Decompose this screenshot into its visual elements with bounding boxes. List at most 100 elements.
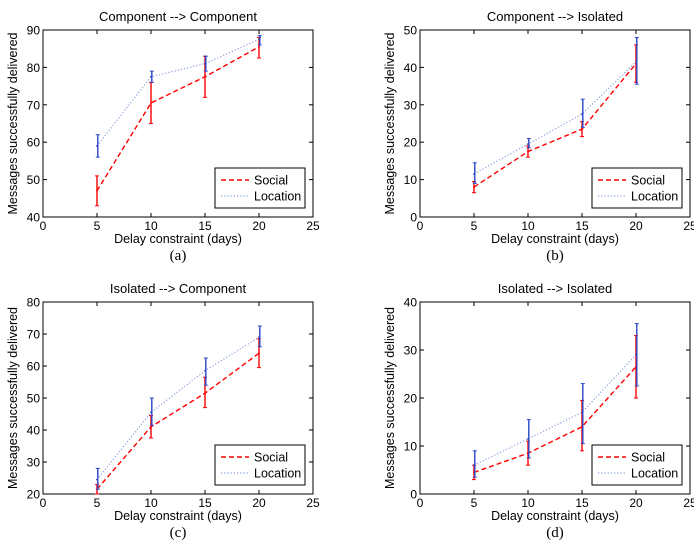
y-axis-label: Messages successfully delivered xyxy=(383,307,397,489)
x-tick-label: 15 xyxy=(575,219,589,233)
y-tick-label: 70 xyxy=(27,98,41,112)
data-point xyxy=(150,102,152,104)
error-bar xyxy=(257,35,262,46)
y-tick-label: 20 xyxy=(404,392,418,406)
data-point xyxy=(150,411,152,414)
legend-label-location: Location xyxy=(631,190,678,204)
data-point xyxy=(527,143,529,145)
data-point xyxy=(96,478,98,481)
x-axis: 0 5 10 15 20 25 xyxy=(40,302,320,510)
plot-frame xyxy=(42,29,314,218)
error-bar xyxy=(149,397,154,426)
chart-title: Component --> Isolated xyxy=(487,9,623,24)
x-tick-label: 20 xyxy=(252,496,266,510)
x-axis: 0 5 10 15 20 25 xyxy=(417,302,694,510)
y-tick-label: 20 xyxy=(404,136,418,150)
y-tick-label: 0 xyxy=(410,211,417,225)
x-tick-label: 20 xyxy=(629,496,643,510)
x-tick-label: 25 xyxy=(306,496,320,510)
x-tick-label: 0 xyxy=(417,496,424,510)
data-point xyxy=(258,336,260,339)
y-tick-label: 10 xyxy=(404,173,418,187)
y-axis-label: Messages successfully delivered xyxy=(6,32,20,214)
chart-title: Component --> Component xyxy=(99,9,257,24)
legend-box xyxy=(214,444,306,486)
series-location xyxy=(95,35,262,158)
x-tick-label: 5 xyxy=(471,496,478,510)
legend-box xyxy=(591,444,683,486)
y-axis: 20 30 40 50 60 70 80 xyxy=(27,296,313,502)
legend-box xyxy=(214,167,306,209)
chart-panel-b: 0 5 10 15 20 25 0 10 20 30 40 50 Component --> Isola… xyxy=(383,9,694,264)
series-line-location xyxy=(473,354,637,466)
y-axis: 0 10 20 30 40 50 xyxy=(404,24,690,225)
x-tick-label: 15 xyxy=(198,219,212,233)
x-tick-label: 5 xyxy=(471,219,478,233)
data-point xyxy=(96,145,98,147)
error-bar xyxy=(203,55,208,72)
plot-frame xyxy=(419,29,691,218)
chart-panel-c: 0 5 10 15 20 25 20 30 40 50 60 70 80 Isolated --> Com… xyxy=(6,281,320,541)
chart-title: Isolated --> Component xyxy=(110,281,247,296)
series-location xyxy=(95,325,262,490)
data-point xyxy=(473,173,475,175)
series-line-social xyxy=(96,46,260,192)
panel-caption: (d) xyxy=(546,525,564,541)
x-tick-label: 10 xyxy=(521,219,535,233)
error-bar xyxy=(203,357,208,386)
y-tick-label: 30 xyxy=(404,344,418,358)
legend-label-location: Location xyxy=(254,467,301,481)
data-point xyxy=(204,392,206,395)
y-tick-label: 10 xyxy=(404,440,418,454)
legend-label-social: Social xyxy=(631,451,665,465)
panel-caption: (a) xyxy=(170,248,187,264)
x-axis-label: Delay constraint (days) xyxy=(491,232,619,246)
data-point xyxy=(581,128,583,131)
data-point xyxy=(473,464,475,467)
y-tick-label: 60 xyxy=(27,360,41,374)
data-point xyxy=(635,60,637,63)
x-tick-label: 25 xyxy=(683,496,694,510)
x-axis: 0 5 10 15 20 25 xyxy=(40,30,320,233)
y-axis: 0 10 20 30 40 xyxy=(404,296,690,502)
legend-label-location: Location xyxy=(254,190,301,204)
chart-panel-a: 0 5 10 15 20 25 40 50 60 70 80 90 Component --> Comp… xyxy=(6,9,320,264)
data-point xyxy=(150,425,152,428)
data-point xyxy=(581,113,583,116)
x-tick-label: 25 xyxy=(683,219,694,233)
x-tick-label: 15 xyxy=(575,496,589,510)
series-location xyxy=(472,323,639,478)
y-axis-label: Messages successfully delivered xyxy=(6,307,20,489)
x-tick-label: 10 xyxy=(144,219,158,233)
legend-label-location: Location xyxy=(631,467,678,481)
x-tick-label: 0 xyxy=(417,219,424,233)
error-bar xyxy=(634,323,639,387)
y-tick-label: 60 xyxy=(27,136,41,150)
x-axis: 0 5 10 15 20 25 xyxy=(417,30,694,233)
chart-title: Isolated --> Isolated xyxy=(498,281,613,296)
x-tick-label: 5 xyxy=(94,219,101,233)
x-tick-label: 10 xyxy=(521,496,535,510)
data-point xyxy=(258,352,260,355)
data-point xyxy=(204,62,206,65)
y-tick-label: 90 xyxy=(27,24,41,38)
data-point xyxy=(258,45,260,48)
series-line-social xyxy=(473,366,637,474)
y-tick-label: 40 xyxy=(404,61,418,75)
error-bar xyxy=(580,383,585,445)
x-tick-label: 25 xyxy=(306,219,320,233)
panel-caption: (c) xyxy=(170,525,187,541)
panel-caption: (b) xyxy=(546,248,564,264)
series-line-location xyxy=(96,38,260,147)
error-bar xyxy=(95,134,100,158)
x-tick-label: 20 xyxy=(629,219,643,233)
data-point xyxy=(581,411,583,414)
x-axis-label: Delay constraint (days) xyxy=(491,509,619,523)
y-tick-label: 30 xyxy=(404,98,418,112)
error-bar xyxy=(526,137,531,149)
legend-label-social: Social xyxy=(254,174,288,188)
data-point xyxy=(96,189,98,192)
data-point xyxy=(635,353,637,356)
x-tick-label: 20 xyxy=(252,219,266,233)
